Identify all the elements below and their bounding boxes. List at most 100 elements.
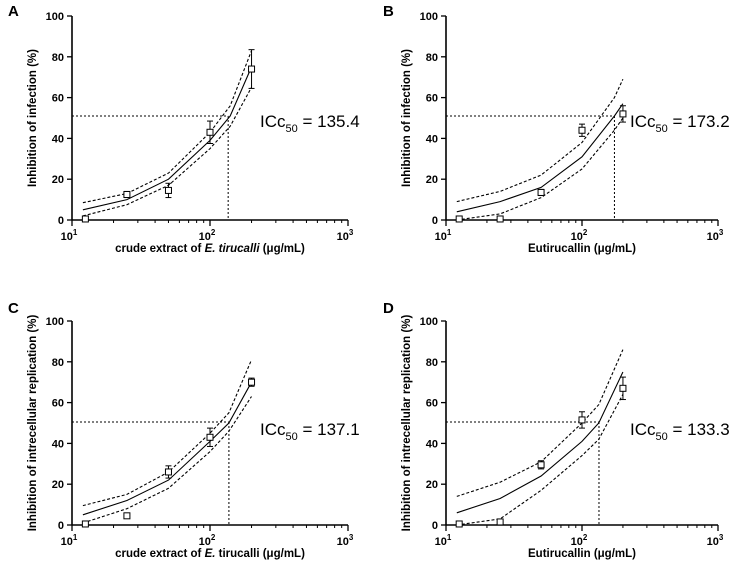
panel-letter: C — [8, 300, 19, 317]
x-axis-title-units: tirucalli (μg/mL) — [215, 548, 305, 560]
y-tick-label: 80 — [426, 52, 438, 64]
x-tick-label: 101 — [435, 228, 452, 243]
data-point — [206, 433, 214, 441]
y-tick-label: 80 — [52, 357, 64, 369]
ic50-label-value: = 135.4 — [298, 112, 360, 131]
x-axis-title: Eutirucallin (μg/mL) — [528, 243, 636, 255]
x-tick-label: 103 — [337, 228, 354, 243]
x-tick-label: 102 — [199, 533, 216, 548]
data-point — [164, 186, 172, 194]
x-tick-base: 10 — [707, 231, 719, 243]
x-tick-label: 102 — [571, 228, 588, 243]
x-axis-title: crude extract of E. tirucalli (μg/mL) — [115, 243, 305, 255]
data-point — [578, 126, 586, 134]
y-tick-label: 40 — [52, 438, 64, 450]
x-tick-exponent: 3 — [349, 228, 354, 237]
x-tick-base: 10 — [199, 231, 211, 243]
x-tick-exponent: 1 — [73, 228, 78, 237]
x-axis-title-italic: E. — [205, 548, 216, 560]
ic50-label-subscript: 50 — [656, 123, 668, 135]
x-tick-base: 10 — [61, 536, 73, 548]
ic50-label: ICc50 = 173.2 — [630, 112, 730, 135]
ic50-label-main: ICc — [630, 420, 656, 439]
ic50-label-main: ICc — [260, 420, 286, 439]
x-tick-label: 103 — [337, 533, 354, 548]
ci-lower-curve — [456, 394, 624, 526]
ic50-label-value: = 173.2 — [668, 112, 730, 131]
x-tick-label: 102 — [571, 533, 588, 548]
x-tick-exponent: 2 — [583, 533, 588, 542]
x-tick-exponent: 2 — [583, 228, 588, 237]
data-point — [537, 461, 545, 469]
data-point — [537, 188, 545, 196]
data-point — [455, 215, 463, 223]
y-tick-label: 60 — [52, 398, 64, 410]
ic50-label-main: ICc — [630, 112, 656, 131]
x-tick-label: 102 — [199, 228, 216, 243]
ic50-label-subscript: 50 — [286, 123, 298, 135]
panel-letter: B — [383, 3, 394, 20]
x-axis-title-text: crude extract of — [115, 243, 204, 255]
data-point — [206, 128, 214, 136]
y-tick-label: 0 — [432, 520, 438, 532]
x-tick-base: 10 — [337, 536, 349, 548]
y-tick-label: 20 — [426, 479, 438, 491]
x-tick-base: 10 — [435, 231, 447, 243]
y-tick-label: 60 — [52, 93, 64, 105]
y-axis-title: Inhibition of intrecellular replication … — [401, 315, 413, 532]
x-axis-title-text: Eutirucallin (μg/mL) — [528, 243, 636, 255]
x-tick-base: 10 — [571, 536, 583, 548]
panel-letter: A — [8, 3, 19, 20]
x-tick-exponent: 1 — [73, 533, 78, 542]
data-point — [123, 512, 131, 520]
ci-lower-curve — [82, 87, 252, 217]
x-tick-label: 101 — [61, 228, 78, 243]
x-tick-exponent: 2 — [211, 228, 216, 237]
y-tick-label: 100 — [46, 316, 64, 328]
x-axis-title-text: Eutirucallin (μg/mL) — [528, 548, 636, 560]
x-tick-base: 10 — [707, 536, 719, 548]
ci-lower-curve — [456, 117, 624, 221]
ci-upper-curve — [456, 78, 624, 203]
x-tick-exponent: 3 — [719, 533, 724, 542]
x-tick-exponent: 1 — [447, 228, 452, 237]
y-tick-label: 60 — [426, 398, 438, 410]
panel-letter: D — [383, 300, 394, 317]
ci-upper-curve — [456, 349, 624, 497]
data-point — [455, 520, 463, 528]
data-point — [619, 110, 627, 118]
data-point — [81, 215, 89, 223]
ic50-label-main: ICc — [260, 112, 286, 131]
ci-upper-curve — [82, 50, 253, 204]
ic50-label-value: = 133.3 — [668, 420, 730, 439]
x-tick-base: 10 — [61, 231, 73, 243]
x-tick-label: 103 — [707, 228, 724, 243]
data-point — [248, 65, 256, 73]
data-point — [248, 378, 256, 386]
x-tick-base: 10 — [199, 536, 211, 548]
x-tick-label: 101 — [435, 533, 452, 548]
y-tick-label: 0 — [432, 215, 438, 227]
x-axis-title: crude extract of E. tirucalli (μg/mL) — [115, 548, 305, 560]
data-point — [496, 518, 504, 526]
ic50-label-subscript: 50 — [286, 431, 298, 443]
data-point — [164, 468, 172, 476]
ic50-label: ICc50 = 137.1 — [260, 420, 360, 443]
y-tick-label: 80 — [426, 357, 438, 369]
x-axis-title-italic: E. tirucalli — [205, 243, 261, 255]
fit-curve — [82, 381, 252, 516]
y-tick-label: 0 — [58, 520, 64, 532]
y-tick-label: 80 — [52, 52, 64, 64]
x-axis-title-text: crude extract of — [115, 548, 204, 560]
y-tick-label: 100 — [420, 11, 438, 23]
ic50-label-subscript: 50 — [656, 431, 668, 443]
ci-upper-curve — [82, 359, 253, 507]
fit-curve — [82, 66, 253, 211]
fit-curve — [456, 103, 624, 213]
y-tick-label: 0 — [58, 215, 64, 227]
